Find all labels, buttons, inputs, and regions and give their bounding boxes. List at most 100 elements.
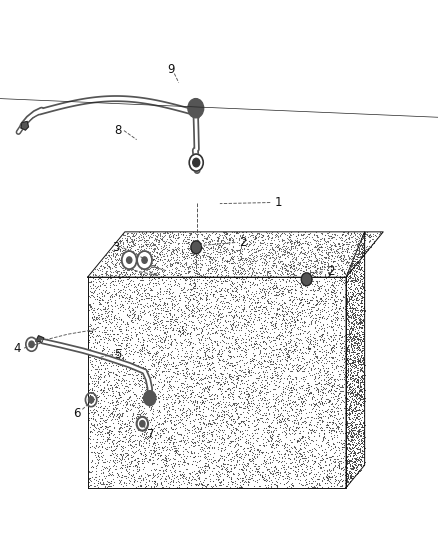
Point	[127, 405, 134, 413]
Point	[235, 465, 242, 473]
Point	[126, 377, 133, 385]
Point	[350, 404, 357, 413]
Point	[138, 482, 145, 490]
Point	[151, 273, 158, 282]
Point	[256, 401, 263, 409]
Point	[209, 381, 216, 389]
Point	[182, 237, 189, 246]
Point	[265, 269, 272, 277]
Point	[139, 269, 146, 278]
Point	[333, 248, 340, 257]
Point	[293, 304, 300, 313]
Point	[352, 397, 359, 405]
Point	[200, 401, 207, 410]
Point	[160, 240, 167, 249]
Point	[132, 266, 139, 275]
Point	[225, 259, 232, 268]
Point	[152, 351, 159, 360]
Point	[357, 457, 364, 465]
Point	[227, 230, 234, 238]
Point	[211, 367, 218, 376]
Point	[196, 353, 203, 361]
Point	[279, 394, 286, 403]
Point	[218, 464, 225, 472]
Point	[288, 398, 295, 406]
Point	[304, 413, 311, 421]
Point	[108, 318, 115, 326]
Point	[149, 281, 156, 290]
Point	[288, 281, 295, 290]
Point	[244, 425, 251, 434]
Point	[240, 373, 247, 381]
Point	[226, 343, 233, 351]
Point	[347, 265, 354, 273]
Point	[308, 305, 315, 313]
Point	[102, 418, 109, 426]
Point	[253, 385, 260, 394]
Point	[197, 253, 204, 262]
Point	[289, 308, 296, 316]
Point	[236, 366, 243, 374]
Point	[359, 239, 366, 247]
Point	[312, 407, 319, 415]
Point	[365, 237, 372, 245]
Point	[292, 470, 299, 479]
Point	[105, 439, 112, 447]
Point	[151, 350, 158, 359]
Point	[177, 437, 184, 445]
Point	[234, 339, 241, 348]
Point	[114, 318, 121, 327]
Point	[265, 405, 272, 413]
Point	[168, 299, 175, 308]
Point	[217, 273, 224, 282]
Point	[116, 271, 123, 280]
Point	[277, 245, 284, 254]
Point	[187, 447, 194, 456]
Point	[101, 416, 108, 424]
Point	[247, 387, 254, 396]
Point	[155, 249, 162, 258]
Point	[165, 332, 172, 340]
Point	[178, 247, 185, 255]
Point	[353, 397, 360, 406]
Point	[248, 391, 255, 399]
Point	[358, 361, 365, 369]
Point	[178, 460, 185, 469]
Point	[222, 228, 229, 237]
Point	[236, 363, 243, 372]
Point	[93, 292, 100, 300]
Point	[120, 285, 127, 293]
Point	[98, 312, 105, 320]
Point	[162, 343, 169, 352]
Point	[359, 293, 366, 301]
Point	[353, 261, 360, 269]
Point	[125, 274, 132, 283]
Point	[207, 458, 214, 466]
Point	[348, 280, 355, 289]
Point	[343, 463, 350, 471]
Point	[311, 457, 318, 465]
Point	[155, 309, 162, 317]
Point	[354, 428, 361, 437]
Point	[360, 298, 367, 307]
Point	[126, 233, 133, 241]
Point	[358, 456, 365, 465]
Point	[321, 239, 328, 248]
Point	[185, 238, 192, 247]
Point	[248, 245, 255, 253]
Point	[218, 330, 225, 339]
Point	[221, 317, 228, 326]
Point	[296, 286, 303, 295]
Point	[204, 466, 211, 474]
Point	[119, 246, 126, 254]
Point	[282, 324, 289, 333]
Point	[208, 336, 215, 345]
Point	[140, 363, 147, 372]
Point	[92, 415, 99, 423]
Point	[196, 401, 203, 410]
Point	[110, 407, 117, 416]
Point	[246, 390, 253, 399]
Point	[123, 344, 130, 352]
Point	[330, 257, 337, 265]
Point	[217, 329, 224, 337]
